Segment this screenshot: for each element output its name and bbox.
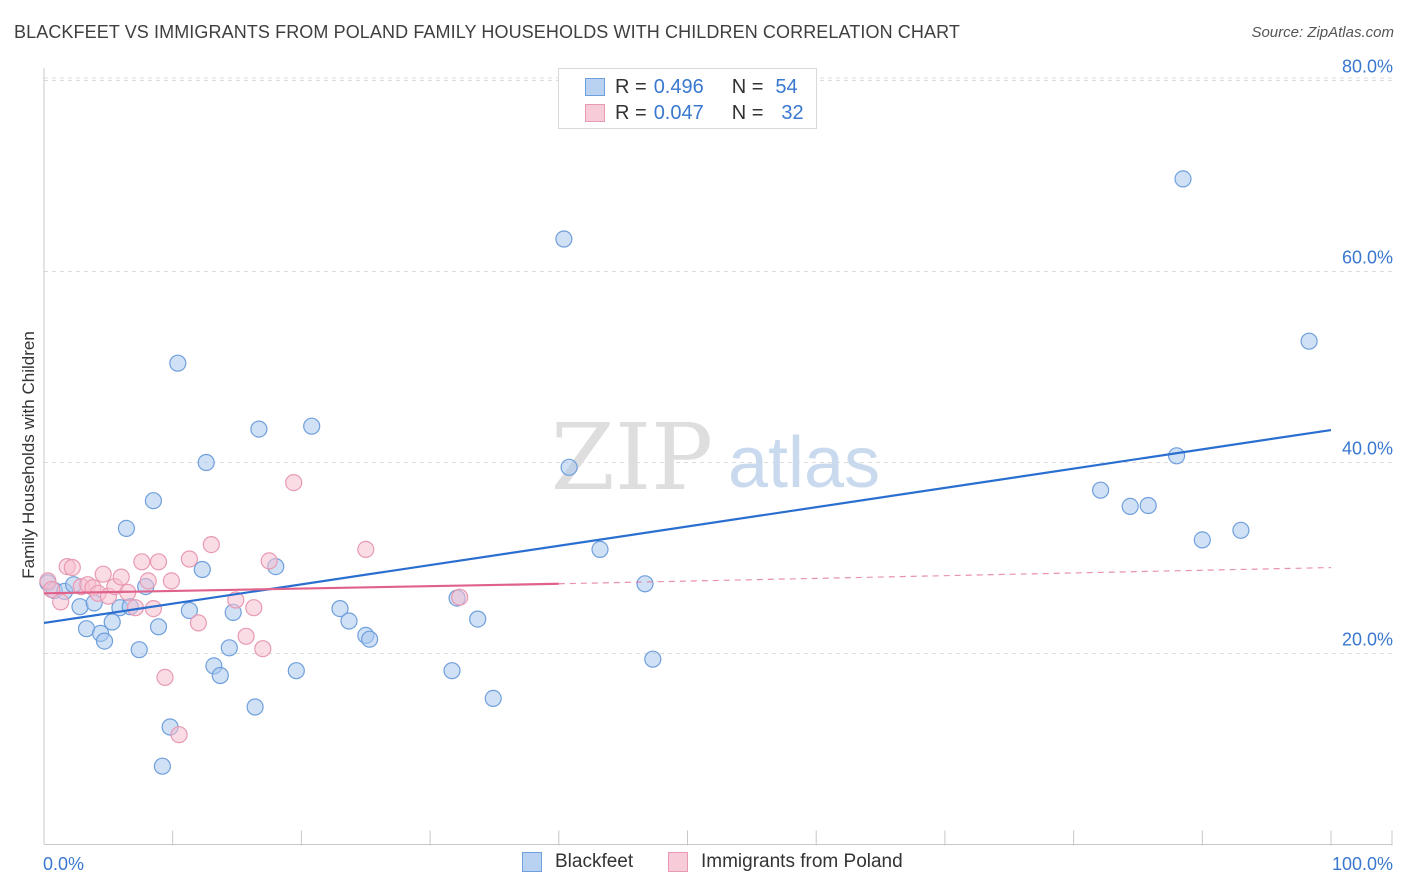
tick-labels: 20.0% 40.0% 60.0% 80.0% 0.0% 100.0% xyxy=(43,57,1393,875)
poland-legend-swatch xyxy=(668,852,688,872)
trend-line-blackfeet xyxy=(43,428,1332,625)
n-value: 54 xyxy=(775,75,798,98)
n-label: N = xyxy=(731,101,764,124)
poland-point xyxy=(285,474,303,492)
blackfeet-point xyxy=(250,420,268,438)
blackfeet-point xyxy=(1232,521,1250,539)
y-tick-label: 60.0% xyxy=(1342,248,1393,268)
legend-label-poland: Immigrants from Poland xyxy=(701,851,903,872)
r-label: R = xyxy=(615,75,647,98)
blackfeet-point xyxy=(1174,170,1192,188)
trend-line-poland-dashed xyxy=(558,566,1332,585)
r-value: 0.047 xyxy=(653,101,704,124)
blackfeet-point xyxy=(144,492,162,510)
poland-point xyxy=(180,550,198,568)
blackfeet-point xyxy=(103,613,121,631)
blackfeet-point xyxy=(1193,531,1211,549)
stats-legend: R = 0.496 N = 54 R = 0.047 N = 32 xyxy=(558,68,817,129)
blackfeet-point xyxy=(1091,481,1110,499)
grid-lines xyxy=(44,77,1392,654)
blackfeet-point xyxy=(130,641,148,659)
y-tick-label: 20.0% xyxy=(1342,630,1393,650)
poland-point xyxy=(202,535,220,554)
blackfeet-point xyxy=(117,519,136,538)
blackfeet-point xyxy=(1167,447,1186,465)
poland-point xyxy=(133,553,151,571)
blackfeet-point xyxy=(560,458,578,476)
r-value: 0.496 xyxy=(653,75,704,98)
blackfeet-point xyxy=(443,662,461,680)
series-legend: Blackfeet Immigrants from Poland xyxy=(0,851,1406,877)
n-label: N = xyxy=(731,75,764,98)
poland-point xyxy=(451,588,469,606)
blackfeet-point xyxy=(636,575,654,593)
poland-point xyxy=(139,572,157,590)
blackfeet-point xyxy=(303,417,321,435)
poland-point xyxy=(245,599,263,617)
data-points xyxy=(39,170,1318,775)
n-value: 32 xyxy=(781,101,804,124)
trend-line-poland-solid xyxy=(43,582,559,595)
stats-row-blackfeet: R = 0.496 N = 54 xyxy=(585,75,798,99)
blackfeet-point xyxy=(149,618,168,636)
blackfeet-point xyxy=(1300,332,1318,350)
blackfeet-point xyxy=(71,598,89,616)
poland-point xyxy=(156,668,174,687)
blackfeet-point xyxy=(153,757,171,775)
blackfeet-point xyxy=(1121,497,1139,515)
blackfeet-point xyxy=(180,601,198,620)
poland-point xyxy=(170,726,188,744)
poland-point xyxy=(149,553,168,571)
x-tick-label-max: 100.0% xyxy=(1332,854,1393,874)
blackfeet-point xyxy=(193,560,211,579)
blackfeet-point xyxy=(469,610,487,628)
blackfeet-point xyxy=(220,639,238,657)
axes xyxy=(43,68,1393,846)
poland-point xyxy=(63,558,81,577)
legend-item-blackfeet: Blackfeet xyxy=(522,851,633,873)
poland-point xyxy=(162,572,180,590)
blackfeet-point xyxy=(591,540,609,559)
blackfeet-point xyxy=(331,599,349,618)
poland-point xyxy=(94,565,112,583)
y-tick-label: 40.0% xyxy=(1342,439,1393,459)
poland-swatch xyxy=(585,104,605,122)
blackfeet-swatch xyxy=(585,78,605,96)
r-label: R = xyxy=(615,101,647,124)
poland-point xyxy=(237,627,255,645)
poland-point xyxy=(52,593,70,611)
blackfeet-point xyxy=(340,612,358,630)
watermark-zip: ZIP xyxy=(551,404,713,511)
blackfeet-point xyxy=(211,666,229,685)
poland-point xyxy=(260,552,278,570)
trend-lines xyxy=(43,428,1332,625)
poland-point xyxy=(254,640,272,658)
blackfeet-point xyxy=(1139,496,1157,515)
blackfeet-point xyxy=(361,630,379,648)
blackfeet-point xyxy=(644,650,662,668)
watermark-atlas: atlas xyxy=(728,423,880,503)
blackfeet-point xyxy=(287,662,305,680)
blackfeet-legend-swatch xyxy=(522,852,542,872)
source-label: Source: ZipAtlas.com xyxy=(1251,24,1394,41)
poland-point xyxy=(357,540,375,559)
poland-point xyxy=(144,599,162,618)
blackfeet-point xyxy=(555,230,573,248)
y-tick-label: 80.0% xyxy=(1342,57,1393,77)
poland-point xyxy=(112,568,130,586)
chart-title: BLACKFEET VS IMMIGRANTS FROM POLAND FAMI… xyxy=(14,22,960,42)
legend-item-poland: Immigrants from Poland xyxy=(668,851,903,873)
blackfeet-point xyxy=(95,632,114,650)
x-tick-label-min: 0.0% xyxy=(43,854,84,874)
legend-label-blackfeet: Blackfeet xyxy=(555,851,634,872)
watermark: ZIP atlas xyxy=(551,404,880,511)
blackfeet-point xyxy=(197,453,215,472)
poland-point xyxy=(189,614,207,632)
poland-point xyxy=(227,591,245,609)
blackfeet-point xyxy=(484,689,502,708)
blackfeet-point xyxy=(169,354,187,372)
blackfeet-point xyxy=(246,698,264,716)
stats-row-poland: R = 0.047 N = 32 xyxy=(585,101,804,125)
